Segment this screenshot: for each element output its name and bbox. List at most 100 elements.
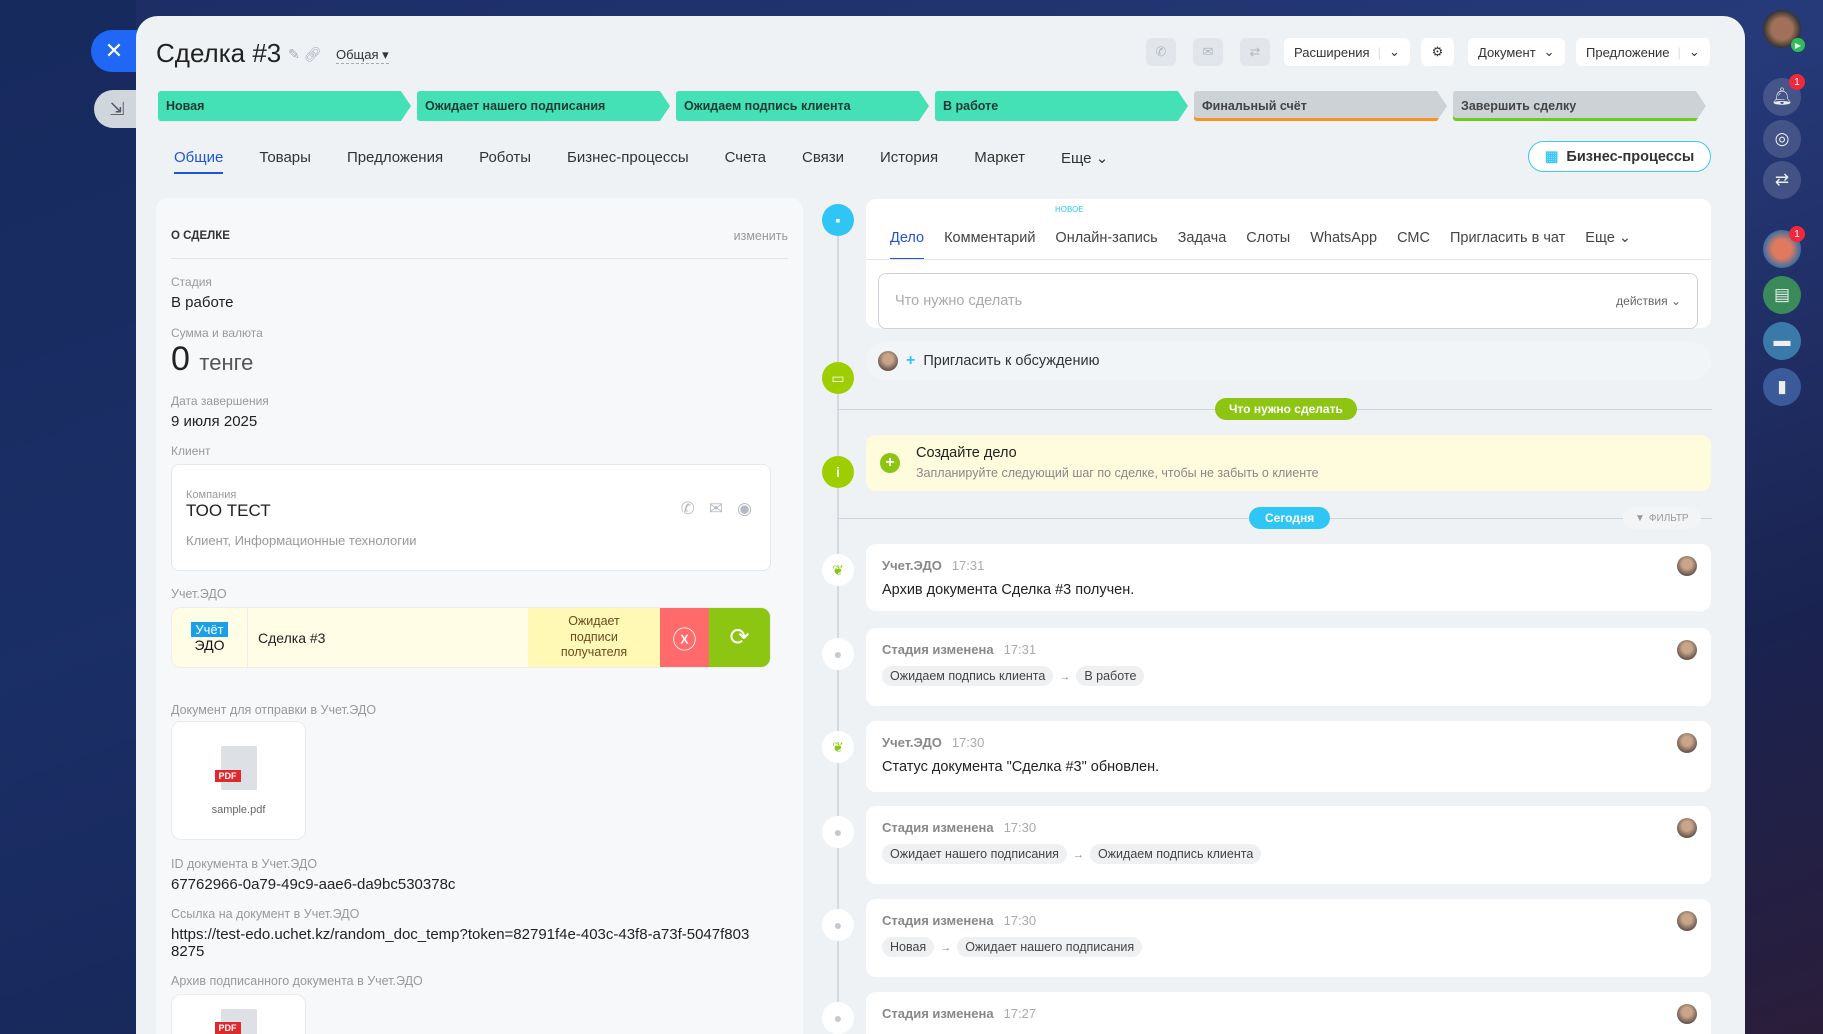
stage-final-invoice[interactable]: Финальный счёт [1194, 91, 1447, 121]
proposal-button[interactable]: Предложение | ⌄ [1576, 38, 1710, 66]
mail-icon: ✉ [1202, 44, 1214, 59]
add-icon[interactable]: + [880, 453, 900, 473]
author-avatar[interactable] [1677, 556, 1697, 576]
create-title[interactable]: Создайте дело [916, 445, 1017, 461]
chat-button[interactable]: ⇄ [1763, 161, 1801, 199]
doc-link[interactable]: https://test-edo.uchet.kz/random_doc_tem… [171, 926, 750, 961]
tab-business-processes[interactable]: Бизнес-процессы [567, 149, 689, 166]
messages-button[interactable]: ▬ [1763, 322, 1801, 360]
item-title-text: Стадия изменена [882, 820, 994, 835]
activity-tab-invite-chat[interactable]: Пригласить в чат [1449, 230, 1566, 246]
activity-tabs: Дело Комментарий Онлайн-запись Задача Сл… [890, 230, 1631, 260]
activity-tab-more[interactable]: Еще ⌄ [1585, 230, 1631, 260]
message-icon: ▬ [1773, 331, 1791, 350]
settings-button[interactable]: ⚙ [1421, 38, 1454, 66]
activity-tab-task[interactable]: Задача [1177, 230, 1227, 246]
document-file[interactable]: PDF sample.pdf [171, 721, 306, 840]
currency: тенге [199, 350, 254, 375]
call-button[interactable]: ✆ [1146, 38, 1176, 66]
tab-proposals[interactable]: Предложения [346, 149, 444, 166]
edo-refresh-button[interactable]: ⟳ [709, 608, 770, 667]
filter-button[interactable]: ▼ ФИЛЬТР [1623, 507, 1701, 529]
actions-dropdown[interactable]: действия ⌄ [1616, 294, 1681, 308]
activity-tab-sms[interactable]: СМС [1397, 230, 1430, 246]
stage-awaiting-client-sign[interactable]: Ожидаем подпись клиента [676, 91, 929, 121]
archive-file[interactable]: PDF [171, 994, 306, 1034]
tab-history[interactable]: История [880, 149, 939, 166]
stage-change-icon: ● [822, 816, 854, 848]
refresh-icon: ⟳ [729, 624, 750, 651]
item-title-text: Стадия изменена [882, 642, 994, 657]
bookmark-button[interactable]: ▮ [1763, 368, 1801, 406]
stage-close-deal[interactable]: Завершить сделку [1453, 91, 1706, 121]
chat-icon[interactable]: ◉ [737, 499, 752, 518]
minimize-icon: ⇲ [109, 98, 125, 119]
sum-label: Сумма и валюта [171, 326, 263, 340]
stage-value[interactable]: В работе [171, 294, 234, 311]
category-dropdown[interactable]: Общая ▾ [336, 47, 389, 64]
tab-invoices[interactable]: Счета [724, 149, 766, 166]
email-button[interactable]: ✉ [1193, 38, 1223, 66]
plus-icon: + [906, 352, 916, 369]
date-value[interactable]: 9 июля 2025 [171, 413, 258, 430]
stage-new[interactable]: Новая [158, 91, 411, 121]
timeline-item: Стадия изменена 17:30 Новая → Ожидает нашег… [866, 899, 1711, 977]
info-icon: i [822, 456, 854, 488]
business-processes-button[interactable]: ▦ Бизнес-процессы [1528, 141, 1711, 172]
document-button[interactable]: Документ ⌄ [1468, 38, 1565, 66]
tab-more[interactable]: Еще ⌄ [1061, 149, 1108, 174]
edo-cancel-button[interactable]: ⓧ [660, 608, 709, 667]
stage-awaiting-our-sign[interactable]: Ожидает нашего подписания [417, 91, 670, 121]
tab-market[interactable]: Маркет [974, 149, 1025, 166]
company-name[interactable]: ТОО ТЕСТ [186, 501, 271, 520]
mail-icon[interactable]: ✉ [708, 499, 724, 518]
edit-icon[interactable]: ✎ [288, 46, 300, 62]
extensions-button[interactable]: Расширения | ⌄ [1284, 38, 1410, 66]
notifications-button[interactable]: 🔔︎ 1 [1763, 74, 1805, 116]
arrow-right-icon: → [940, 942, 952, 954]
news-button[interactable]: ▤ [1763, 276, 1801, 314]
deal-details-panel: О СДЕЛКЕ изменить Стадия В работе Сумма … [156, 198, 803, 1034]
link-icon[interactable]: 🔗︎ [303, 46, 322, 62]
author-avatar[interactable] [1677, 911, 1697, 931]
item-time: 17:31 [1003, 642, 1037, 657]
contact-avatar[interactable]: 1 [1763, 226, 1805, 268]
stage-transition: Новая → Ожидает нашего подписания [882, 937, 1143, 957]
todo-input[interactable]: Что нужно сделать действия ⌄ [878, 273, 1698, 329]
minimize-button[interactable]: ⇲ [94, 90, 140, 128]
tab-products[interactable]: Товары [259, 149, 311, 166]
item-title: Стадия изменена 17:31 [882, 642, 1036, 657]
author-avatar[interactable] [1677, 818, 1697, 838]
item-title: Стадия изменена 17:30 [882, 913, 1036, 928]
copilot-button[interactable]: ◎ [1763, 120, 1801, 158]
activity-tab-deal[interactable]: Дело [890, 230, 925, 260]
activity-tab-booking[interactable]: Онлайн-запись [1055, 230, 1158, 246]
proposal-label: Предложение [1586, 44, 1670, 60]
activity-tab-comment[interactable]: Комментарий [944, 230, 1036, 246]
tab-links[interactable]: Связи [802, 149, 845, 166]
business-process-icon: ▦ [1544, 148, 1559, 165]
activity-tab-slots[interactable]: Слоты [1246, 230, 1291, 246]
chevron-down-icon: ⌄ [1618, 230, 1631, 246]
author-avatar[interactable] [1677, 1004, 1697, 1024]
amount: 0 [171, 340, 190, 378]
invite-discussion[interactable]: + Пригласить к обсуждению [866, 342, 1711, 380]
user-avatar[interactable]: ▶ [1763, 10, 1805, 52]
activity-icon: ▪ [822, 204, 854, 236]
activity-tab-whatsapp[interactable]: WhatsApp [1310, 230, 1378, 246]
timeline-item: Учет.ЭДО 17:30 Статус документа "Сделка #… [866, 721, 1711, 792]
company-label: Компания [186, 489, 237, 501]
tab-robots[interactable]: Роботы [479, 149, 532, 166]
from-stage: Новая [882, 937, 935, 957]
author-avatar[interactable] [1677, 640, 1697, 660]
stage-in-progress[interactable]: В работе [935, 91, 1188, 121]
phone-icon[interactable]: ✆ [680, 499, 695, 518]
bookmark-icon: ▮ [1777, 377, 1787, 396]
edit-link[interactable]: изменить [733, 229, 788, 243]
tab-general[interactable]: Общие [174, 149, 224, 174]
sum-value[interactable]: 0 тенге [171, 340, 253, 379]
chat-button[interactable]: ⇄ [1240, 38, 1270, 66]
author-avatar[interactable] [1677, 733, 1697, 753]
close-button[interactable]: ✕ [91, 30, 137, 72]
close-icon: ✕ [104, 38, 124, 63]
